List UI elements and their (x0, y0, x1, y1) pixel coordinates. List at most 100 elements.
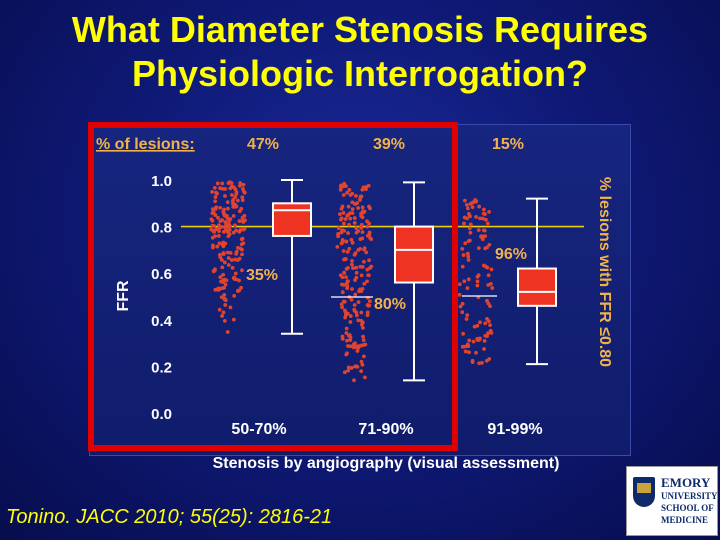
data-point (348, 338, 353, 342)
data-point (344, 331, 349, 335)
data-point (467, 338, 472, 343)
data-point (354, 230, 359, 235)
data-point (484, 358, 489, 363)
data-point (466, 254, 471, 259)
data-point (346, 204, 351, 209)
data-point (481, 207, 486, 212)
logo-line-2: UNIVERSITY (661, 491, 718, 501)
data-point (226, 181, 231, 186)
data-point (348, 314, 353, 318)
data-point (488, 281, 493, 286)
data-point (340, 290, 345, 295)
percent-of-lesions-label: 15% (492, 136, 524, 153)
data-point (225, 200, 230, 205)
data-point (228, 217, 233, 221)
data-point (354, 275, 359, 280)
data-point (490, 286, 495, 290)
y-tick-label: 0.6 (151, 266, 172, 283)
data-point (217, 229, 221, 234)
data-point (369, 264, 374, 269)
data-point (354, 226, 359, 230)
data-point (220, 265, 225, 270)
percent-of-lesions-label: 39% (373, 136, 405, 153)
data-point (210, 218, 215, 223)
data-point (358, 264, 363, 269)
data-point (222, 292, 227, 297)
data-point (236, 245, 240, 250)
data-point (486, 301, 491, 306)
data-point (360, 236, 365, 241)
data-point (365, 224, 370, 229)
data-point (471, 339, 476, 344)
data-point (465, 251, 470, 256)
data-point (361, 334, 365, 339)
percent-ffr-label: 96% (495, 246, 527, 263)
data-point (230, 193, 234, 197)
percent-ffr-label: 80% (374, 296, 406, 313)
data-point (344, 352, 349, 357)
data-point (366, 183, 371, 188)
y-tick-label: 1.0 (151, 173, 172, 190)
data-point (460, 310, 465, 315)
data-point (356, 300, 361, 305)
data-point (240, 247, 244, 252)
data-point (457, 292, 462, 297)
data-point (228, 251, 233, 255)
data-point (210, 235, 215, 240)
data-point (475, 279, 480, 284)
data-point (362, 281, 367, 286)
data-point (343, 308, 347, 313)
data-point (485, 221, 490, 226)
x-tick-label: 50-70% (231, 421, 286, 438)
data-point (345, 284, 350, 288)
data-point (229, 258, 234, 262)
data-point (212, 229, 217, 234)
percent-ffr-label: 35% (246, 267, 278, 284)
data-point (341, 249, 346, 253)
data-point (212, 185, 217, 190)
data-point (365, 310, 370, 315)
data-point (211, 243, 215, 248)
data-point (336, 231, 340, 236)
data-point (239, 285, 243, 290)
data-point (366, 273, 371, 278)
data-point (362, 375, 367, 380)
logo-line-4: MEDICINE (661, 515, 709, 525)
data-point (363, 342, 368, 347)
right-axis-label: % lesions with FFR ≤0.80 (596, 177, 613, 367)
y-axis-label: FFR (115, 280, 132, 312)
data-point (221, 229, 226, 234)
data-point (237, 209, 242, 214)
data-point (363, 187, 368, 192)
data-point (483, 234, 488, 239)
data-point (352, 303, 357, 307)
data-point (234, 251, 239, 256)
data-point (465, 216, 469, 221)
data-point (476, 246, 481, 250)
data-point (347, 188, 352, 192)
data-point (458, 304, 463, 309)
data-point (241, 187, 245, 191)
data-point (222, 319, 227, 323)
data-point (477, 361, 482, 366)
data-point (210, 207, 215, 211)
data-point (365, 233, 370, 238)
data-point (211, 269, 216, 273)
data-point (460, 246, 465, 251)
data-point (482, 339, 487, 343)
y-tick-label: 0.2 (151, 359, 172, 376)
data-point (367, 258, 371, 263)
data-point (487, 242, 492, 247)
data-point (226, 206, 230, 211)
data-point (356, 346, 361, 350)
data-point (230, 265, 235, 270)
data-point (462, 198, 467, 203)
data-point (212, 224, 217, 228)
data-point (231, 230, 236, 235)
data-point (217, 307, 222, 312)
data-point (353, 292, 358, 297)
data-point (483, 264, 488, 269)
data-point (344, 275, 348, 280)
data-point (241, 182, 246, 187)
